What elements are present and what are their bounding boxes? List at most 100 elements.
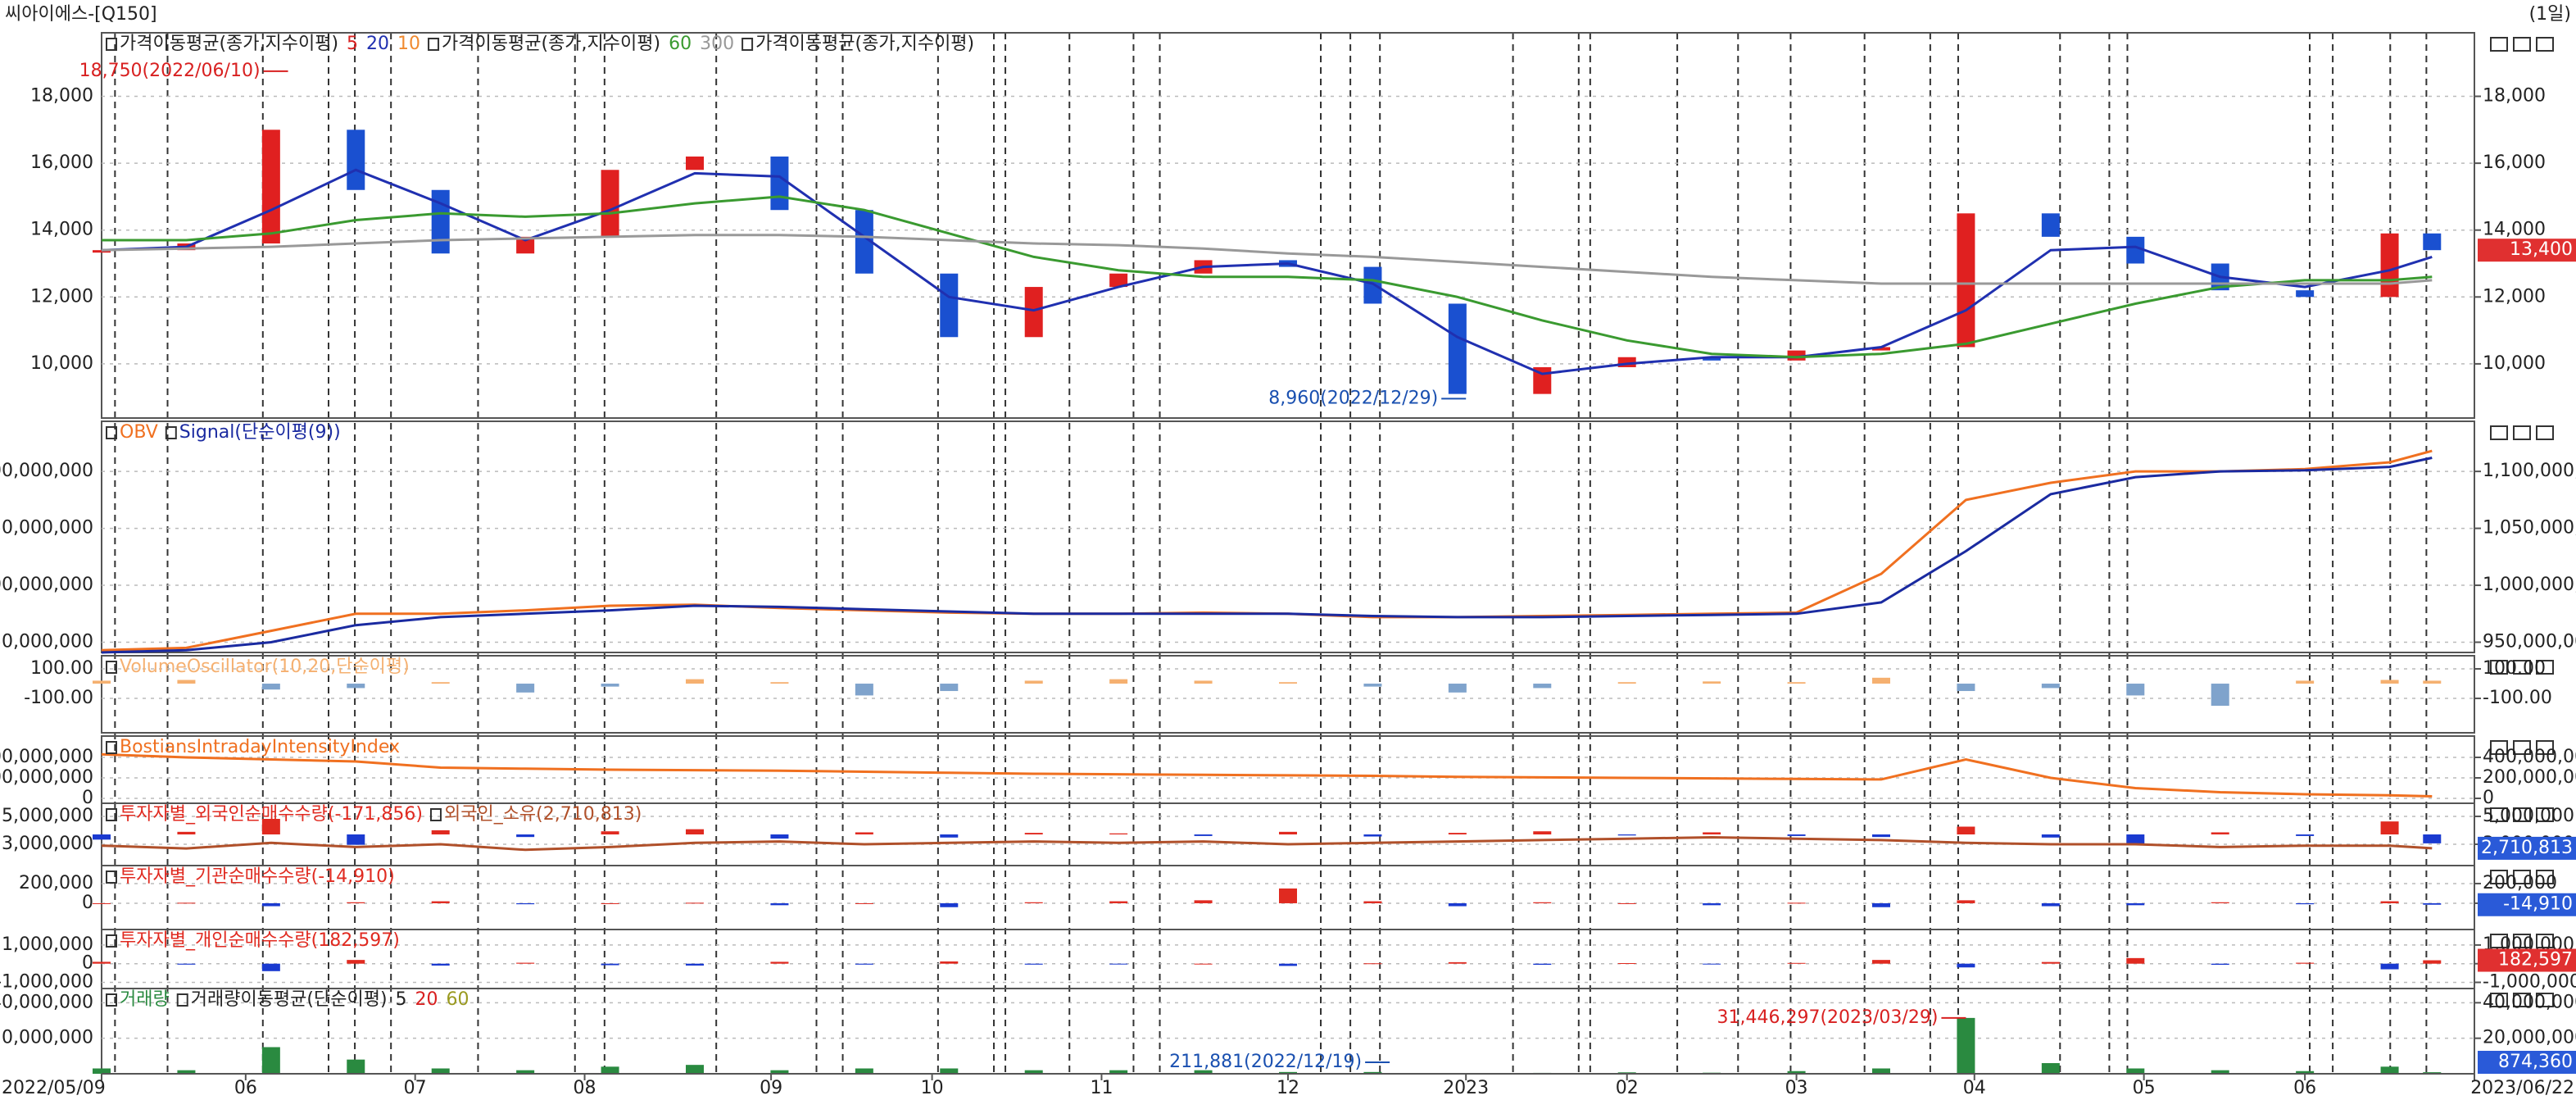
- bar: [2126, 902, 2145, 906]
- panel-frame: [101, 32, 2475, 419]
- bar: [431, 901, 450, 903]
- bar: [1109, 963, 1128, 965]
- bar: [1533, 831, 1552, 834]
- bar: [940, 834, 959, 838]
- legend-icon: [106, 870, 117, 884]
- x-tick-label: 03: [1785, 1078, 1808, 1098]
- bar: [347, 834, 365, 845]
- legend-label: 투자자별_기관순매수수량(-14,910): [120, 866, 395, 887]
- legend-item: 60: [447, 989, 469, 1010]
- bar: [2296, 834, 2315, 836]
- panel-icon: [2490, 807, 2508, 822]
- bar: [1448, 684, 1467, 693]
- bar: [261, 963, 280, 971]
- y-tick-label: 950,000,000: [2483, 631, 2576, 652]
- y-tick-label-left: 18,000: [30, 86, 93, 107]
- bar: [855, 902, 873, 904]
- bar: [2041, 902, 2060, 907]
- panel-icon: [2490, 660, 2508, 675]
- legend-icon: [106, 993, 117, 1007]
- legend-label: 가격이동평균(종가,지수이평): [755, 34, 974, 54]
- candle: [686, 156, 704, 170]
- panel-icon: [2513, 660, 2531, 675]
- bar: [601, 963, 619, 966]
- x-tick-label: 02: [1616, 1078, 1639, 1098]
- candle: [431, 189, 450, 254]
- bar: [1024, 902, 1043, 903]
- y-tick-label: 16,000: [2483, 152, 2546, 173]
- y-tick-label-left: 1,050,000,000: [0, 518, 93, 539]
- y-tick-label-left: 3,000,000: [2, 834, 93, 854]
- bar: [93, 961, 111, 964]
- bar: [940, 1068, 959, 1074]
- bar: [1109, 1070, 1128, 1074]
- period-label: (1일): [2529, 4, 2571, 25]
- x-tick-label: 11: [1090, 1078, 1113, 1098]
- bar: [601, 902, 619, 904]
- bar: [177, 831, 196, 834]
- bar: [1024, 963, 1043, 965]
- value-tag: [2478, 948, 2576, 972]
- bar: [177, 902, 196, 904]
- bar: [770, 834, 789, 839]
- legend-item: 20: [366, 34, 389, 54]
- bar: [516, 962, 535, 964]
- bar: [601, 684, 619, 687]
- bar: [1957, 963, 1975, 968]
- legend-icon: [106, 934, 117, 948]
- bar: [431, 682, 450, 684]
- legend-icon: [176, 993, 188, 1007]
- bar: [1787, 1070, 1806, 1074]
- y-tick-label-left: -100.00: [24, 688, 93, 708]
- y-tick-label-left: 100.00: [30, 658, 93, 679]
- bar: [2041, 834, 2060, 838]
- bar: [1363, 1071, 1382, 1074]
- bar: [1363, 963, 1382, 965]
- legend-label: 거래량이동평균(단순이평): [191, 989, 388, 1010]
- bar: [940, 961, 959, 964]
- candle: [1448, 303, 1467, 394]
- bar: [431, 963, 450, 966]
- x-tick-label: 2023/06/22: [2470, 1078, 2574, 1098]
- y-tick-label: 1,050,000,000: [2483, 518, 2576, 539]
- x-tick-label: 04: [1963, 1078, 1986, 1098]
- candle: [2296, 290, 2315, 298]
- candle: [770, 156, 789, 211]
- value-tag-label: 182,597: [2498, 950, 2573, 970]
- bar: [431, 830, 450, 834]
- y-tick-label-left: 20,000,000: [0, 1028, 93, 1048]
- legend-label: 가격이동평균(종가,지수이평): [442, 34, 660, 54]
- legend-label: BostiansIntradayIntensityIndex: [120, 737, 400, 757]
- bar: [2380, 963, 2399, 970]
- candle: [855, 210, 873, 274]
- panel-icon: [2490, 37, 2508, 52]
- bar: [1617, 834, 1636, 836]
- bar: [1533, 902, 1552, 903]
- bar: [1617, 963, 1636, 965]
- bar: [2296, 1070, 2315, 1074]
- legend-item: 20: [415, 989, 438, 1010]
- bar: [855, 1068, 873, 1074]
- y-tick-label: 20,000,000: [2483, 1028, 2576, 1048]
- bar: [1617, 682, 1636, 684]
- candle: [1024, 287, 1043, 338]
- panel-icon: [2513, 807, 2531, 822]
- annotation-label: 8,960(2022/12/29): [1268, 388, 1438, 408]
- bar: [940, 684, 959, 692]
- candle: [2041, 213, 2060, 237]
- bar: [2296, 680, 2315, 684]
- annotation-label: 18,750(2022/06/10): [79, 61, 261, 81]
- bar: [940, 902, 959, 907]
- bar: [1279, 1071, 1297, 1074]
- bar: [2126, 1068, 2145, 1074]
- y-tick-label: 40,000,000: [2483, 992, 2576, 1012]
- bar: [2380, 901, 2399, 903]
- legend-item: 60: [669, 34, 692, 54]
- bar: [1363, 684, 1382, 687]
- legend-icon: [106, 661, 117, 674]
- bar: [347, 960, 365, 964]
- y-tick-label-left: 0: [82, 953, 93, 974]
- value-tag-label: -14,910: [2503, 894, 2573, 915]
- panel-icon: [2490, 425, 2508, 440]
